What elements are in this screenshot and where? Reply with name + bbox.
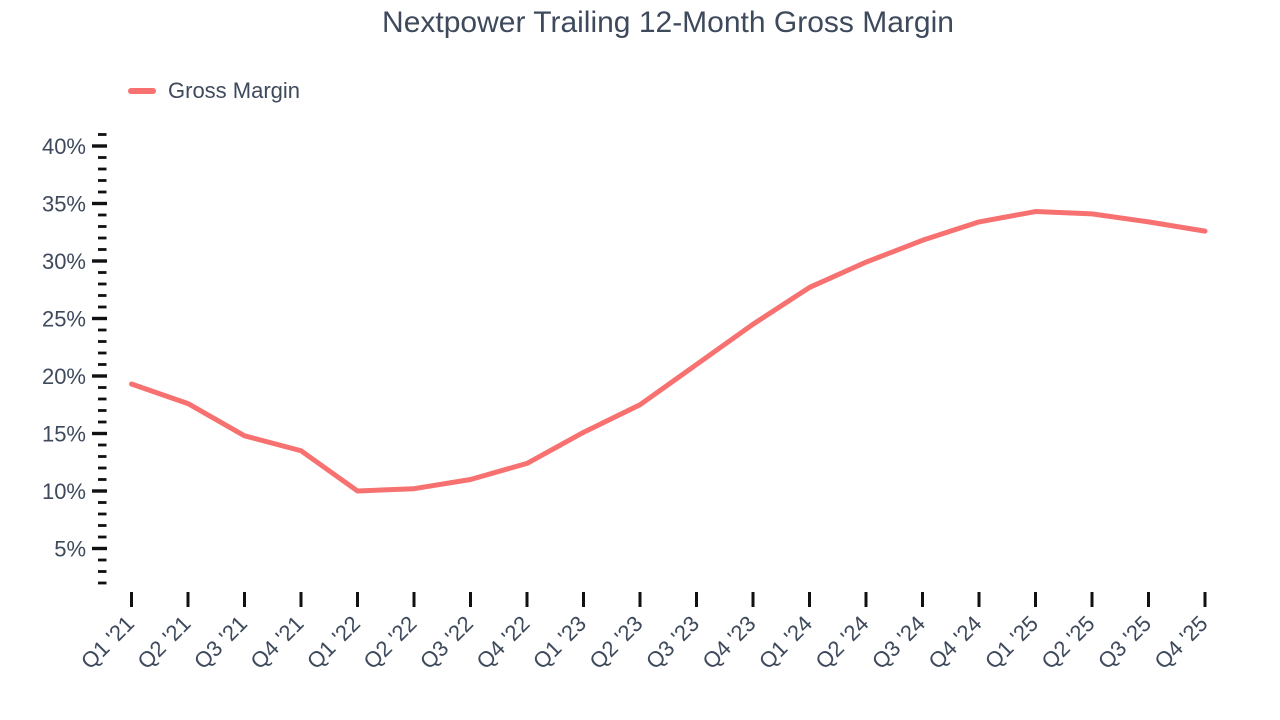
y-axis-label: 25% <box>42 307 86 332</box>
x-axis-label: Q3 '25 <box>1093 611 1156 674</box>
x-axis-label: Q4 '22 <box>472 611 535 674</box>
chart-title: Nextpower Trailing 12-Month Gross Margin <box>382 6 954 39</box>
y-axis-label: 35% <box>42 192 86 217</box>
x-axis-label: Q3 '23 <box>641 611 704 674</box>
y-axis-label: 10% <box>42 479 86 504</box>
y-axis-label: 5% <box>54 537 86 562</box>
series-line-gross-margin <box>129 209 1208 494</box>
legend-label: Gross Margin <box>168 78 301 103</box>
x-axis-label: Q2 '24 <box>811 611 874 674</box>
y-axis-label: 30% <box>42 249 86 274</box>
x-axis-label: Q3 '24 <box>867 611 930 674</box>
x-axis-label: Q2 '21 <box>133 611 196 674</box>
x-axis-label: Q4 '25 <box>1150 611 1213 674</box>
legend: Gross Margin <box>128 80 300 102</box>
y-axis-label: 15% <box>42 422 86 447</box>
x-axis-label: Q4 '21 <box>246 611 309 674</box>
x-axis-label: Q2 '22 <box>359 611 422 674</box>
x-axis-label: Q2 '23 <box>585 611 648 674</box>
x-axis-label: Q1 '21 <box>76 611 139 674</box>
y-axis-label: 40% <box>42 134 86 159</box>
x-axis-label: Q1 '25 <box>980 611 1043 674</box>
x-axis-label: Q4 '23 <box>698 611 761 674</box>
x-axis-label: Q1 '22 <box>302 611 365 674</box>
x-axis-label: Q1 '24 <box>754 611 817 674</box>
x-axis-label: Q4 '24 <box>924 611 987 674</box>
legend-item-gross-margin[interactable]: Gross Margin <box>128 80 300 102</box>
x-axis-label: Q2 '25 <box>1037 611 1100 674</box>
x-axis-label: Q3 '21 <box>189 611 252 674</box>
x-axis-label: Q3 '22 <box>415 611 478 674</box>
x-axis-label: Q1 '23 <box>528 611 591 674</box>
y-axis-label: 20% <box>42 364 86 389</box>
legend-swatch-icon <box>128 88 156 94</box>
